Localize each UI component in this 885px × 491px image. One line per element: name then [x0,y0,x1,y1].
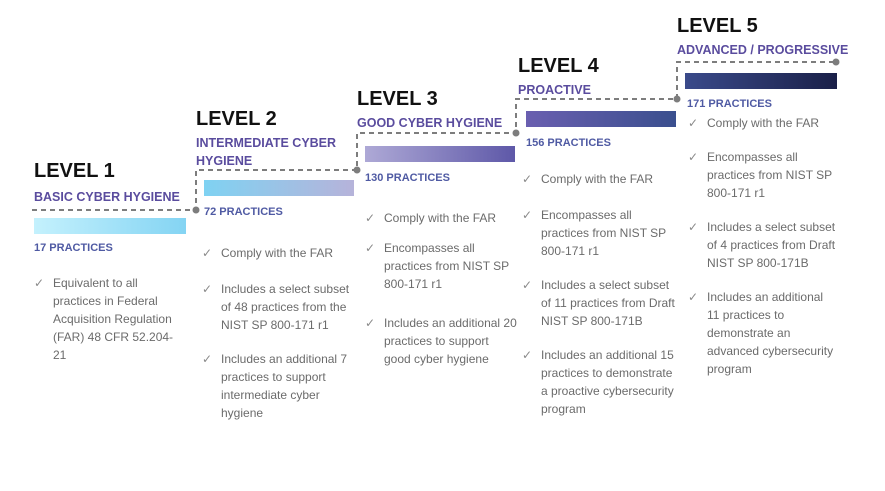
list-item: ✓ Includes an additional 7 practices to s… [202,350,352,422]
level-2-subtitle: INTERMEDIATE CYBER HYGIENE [196,136,337,168]
level-1-practices: 17 PRACTICES [34,242,113,254]
level-1-bar [34,218,186,234]
check-icon: ✓ [522,348,533,362]
list-item-text: Includes an additional 7 practices to su… [221,352,348,420]
level-3-bar [365,146,515,162]
list-item-text: Includes a select subset of 4 practices … [707,220,836,270]
check-icon: ✓ [688,220,699,234]
list-item: ✓ Includes an additional 20 practices to … [365,314,517,368]
list-item: ✓ Encompasses all practices from NIST SP … [522,206,678,260]
list-item: ✓ Comply with the FAR [522,170,678,188]
level-4-title: LEVEL 4 [518,55,599,77]
connector-dot-5 [832,58,840,66]
level-5-subtitle: ADVANCED / PROGRESSIVE [677,43,849,57]
list-item-text: Includes an additional 15 practices to d… [541,348,674,416]
check-icon: ✓ [365,241,376,255]
check-icon: ✓ [688,290,699,304]
level-4-bar [526,111,676,127]
level-3-title: LEVEL 3 [357,88,438,110]
level-5-bar [685,73,837,89]
level-1-subtitle: BASIC CYBER HYGIENE [34,190,180,204]
level-3-practices: 130 PRACTICES [365,172,450,184]
level-4-subtitle: PROACTIVE [518,83,591,97]
check-icon: ✓ [522,208,533,222]
list-item: ✓ Includes a select subset of 4 practices… [688,218,838,272]
list-item: ✓ Comply with the FAR [365,209,517,227]
level-2-title: LEVEL 2 [196,108,277,130]
level-2-bar [204,180,354,196]
list-item-text: Encompasses all practices from NIST SP 8… [384,241,509,291]
level-4-list: ✓ Comply with the FAR ✓ Encompasses all pr… [522,170,678,418]
list-item: ✓ Includes a select subset of 11 practice… [522,276,678,330]
list-item: ✓ Encompasses all practices from NIST SP … [365,239,517,293]
level-5-practices: 171 PRACTICES [687,98,772,110]
level-5-title: LEVEL 5 [677,15,758,37]
connector-dot-1 [192,206,200,214]
check-icon: ✓ [688,116,699,130]
level-3-subtitle: GOOD CYBER HYGIENE [357,116,503,130]
check-icon: ✓ [365,316,376,330]
level-3-list: ✓ Comply with the FAR ✓ Encompasses all pr… [365,209,517,368]
list-item-text: Equivalent to all practices in Federal A… [53,276,174,362]
level-2-practices: 72 PRACTICES [204,206,283,218]
list-item-text: Comply with the FAR [707,116,820,130]
list-item-text: Encompasses all practices from NIST SP 8… [707,150,832,200]
list-item: ✓ Comply with the FAR [688,114,838,132]
connector-dot-3 [512,129,520,137]
list-item: ✓ Includes an additional 11 practices to … [688,288,838,378]
check-icon: ✓ [522,278,533,292]
level-5-list: ✓ Comply with the FAR ✓ Encompasses all pr… [688,114,838,378]
check-icon: ✓ [522,172,533,186]
check-icon: ✓ [202,246,213,260]
list-item: ✓ Equivalent to all practices in Federal … [34,274,186,364]
list-item: ✓ Includes a select subset of 48 practice… [202,280,352,334]
list-item-text: Comply with the FAR [541,172,654,186]
list-item-text: Encompasses all practices from NIST SP 8… [541,208,666,258]
list-item-text: Includes an additional 11 practices to d… [707,290,834,376]
check-icon: ✓ [365,211,376,225]
level-4-practices: 156 PRACTICES [526,137,611,149]
connector-dot-2 [353,166,361,174]
level-1-list: ✓ Equivalent to all practices in Federal … [34,274,186,364]
list-item: ✓ Encompasses all practices from NIST SP … [688,148,838,202]
list-item: ✓ Comply with the FAR [202,244,352,262]
list-item-text: Comply with the FAR [384,211,497,225]
list-item-text: Includes a select subset of 48 practices… [221,282,350,332]
check-icon: ✓ [202,282,213,296]
list-item-text: Includes an additional 20 practices to s… [384,316,517,366]
check-icon: ✓ [202,352,213,366]
list-item: ✓ Includes an additional 15 practices to … [522,346,678,418]
connector-dot-4 [673,95,681,103]
level-2-list: ✓ Comply with the FAR ✓ Includes a select … [202,244,352,422]
list-item-text: Comply with the FAR [221,246,334,260]
check-icon: ✓ [34,276,45,290]
list-item-text: Includes a select subset of 11 practices… [541,278,675,328]
check-icon: ✓ [688,150,699,164]
level-1-title: LEVEL 1 [34,160,115,182]
